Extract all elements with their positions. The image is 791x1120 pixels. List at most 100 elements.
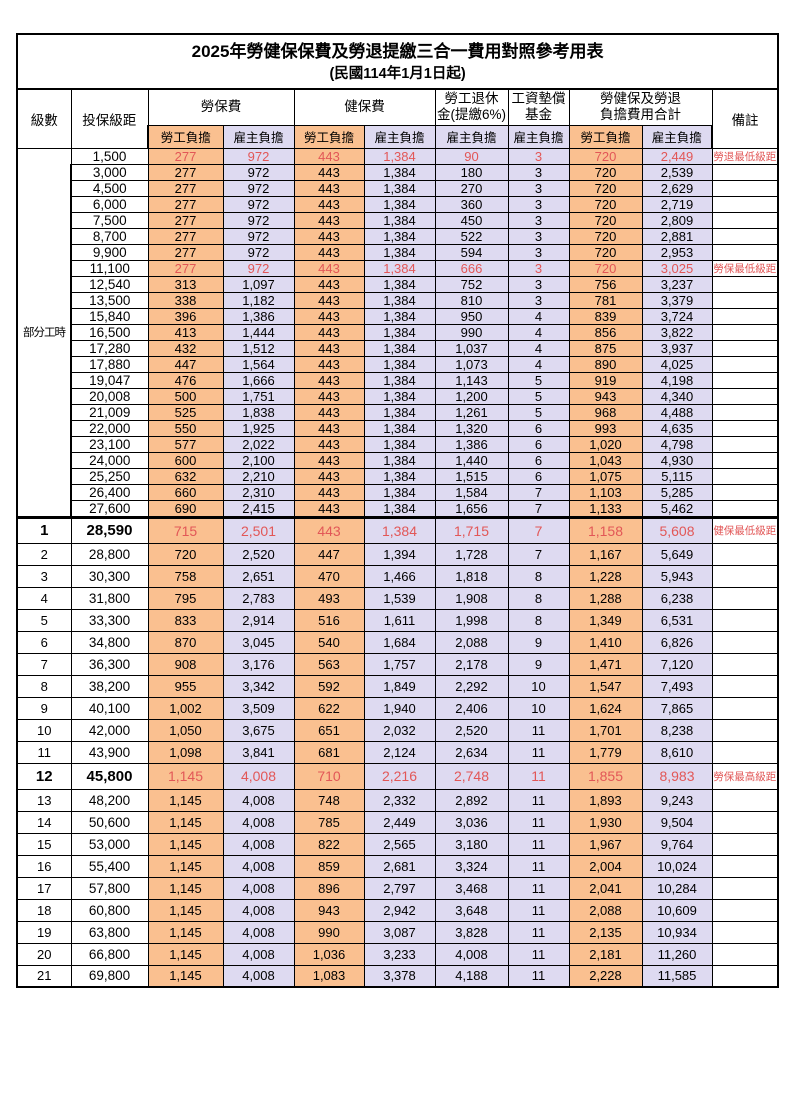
remark-cell (711, 307, 780, 325)
value-cell: 1,444 (222, 323, 295, 341)
value-cell: 1,386 (222, 307, 295, 325)
header-total-worker: 勞工負擔 (568, 124, 643, 149)
value-cell: 1,666 (222, 371, 295, 389)
value-cell: 9,504 (641, 810, 713, 834)
value-cell: 443 (293, 499, 365, 518)
value-cell: 5,608 (641, 515, 713, 544)
value-cell: 443 (293, 179, 365, 197)
value-cell: 1,145 (147, 876, 224, 900)
table-row: 23,100 577 2,022 443 1,384 1,386 6 1,020 4,798 (17, 435, 780, 453)
value-cell: 2,210 (222, 467, 295, 485)
table-row: 3 30,300 758 2,651 470 1,466 1,818 8 1,228 5,943 (16, 564, 780, 588)
value-cell: 11 (507, 832, 570, 856)
value-cell: 1,611 (363, 608, 436, 632)
bracket-cell: 13,500 (70, 291, 149, 309)
value-cell: 5 (507, 371, 570, 389)
table-row: 4,500 277 972 443 1,384 270 3 720 2,629 (17, 179, 780, 197)
value-cell: 1,167 (568, 542, 643, 566)
premium-reference-table: 2025年勞健保保費及勞退提繳三合一費用對照參考用表 (民國114年1月1日起)… (15, 33, 780, 988)
value-cell: 3,180 (434, 832, 509, 856)
value-cell: 396 (147, 307, 224, 325)
remark-cell (711, 419, 780, 437)
value-cell: 1,471 (568, 652, 643, 676)
bracket-cell: 48,200 (70, 788, 149, 812)
value-cell: 443 (293, 291, 365, 309)
value-cell: 516 (293, 608, 365, 632)
value-cell: 11,260 (641, 942, 713, 966)
table-row: 16 55,400 1,145 4,008 859 2,681 3,324 11 2,004 10… (16, 854, 780, 878)
value-cell: 1,320 (434, 419, 509, 437)
value-cell: 2,406 (434, 696, 509, 720)
table-row: 17,280 432 1,512 443 1,384 1,037 4 875 3,937 (17, 339, 780, 357)
value-cell: 1,930 (568, 810, 643, 834)
value-cell: 2,449 (363, 810, 436, 834)
value-cell: 11,585 (641, 964, 713, 988)
remark-cell (711, 608, 780, 632)
value-cell: 3 (507, 243, 570, 261)
value-cell: 11 (507, 964, 570, 988)
value-cell: 3,675 (222, 718, 295, 742)
table-row: 6,000 277 972 443 1,384 360 3 720 2,719 (17, 195, 780, 213)
value-cell: 890 (568, 355, 643, 373)
value-cell: 1,384 (363, 371, 436, 389)
value-cell: 10,934 (641, 920, 713, 944)
value-cell: 720 (568, 227, 643, 245)
value-cell: 1,182 (222, 291, 295, 309)
value-cell: 2,892 (434, 788, 509, 812)
page-title: 2025年勞健保保費及勞退提繳三合一費用對照參考用表 (191, 42, 604, 61)
remark-cell: 健保最低級距 (711, 515, 780, 544)
value-cell: 3 (507, 163, 570, 181)
bracket-cell: 26,400 (70, 483, 149, 501)
value-cell: 720 (568, 179, 643, 197)
value-cell: 1,020 (568, 435, 643, 453)
bracket-cell: 45,800 (70, 762, 149, 790)
value-cell: 6,531 (641, 608, 713, 632)
value-cell: 443 (293, 467, 365, 485)
table-body: 部分工時 1,500 277 972 443 1,384 90 3 720 2,449 勞退最低級距… (16, 147, 780, 988)
remark-cell (711, 696, 780, 720)
remark-cell (711, 630, 780, 654)
bracket-cell: 21,009 (70, 403, 149, 421)
table-row: 21 69,800 1,145 4,008 1,083 3,378 4,188 11 2,228… (16, 964, 780, 988)
remark-cell (711, 788, 780, 812)
value-cell: 338 (147, 291, 224, 309)
value-cell: 1,145 (147, 854, 224, 878)
level-cell: 20 (16, 942, 72, 966)
value-cell: 2,809 (641, 211, 713, 229)
value-cell: 1,036 (293, 942, 365, 966)
value-cell: 11 (507, 740, 570, 764)
value-cell: 859 (293, 854, 365, 878)
value-cell: 10,284 (641, 876, 713, 900)
remark-cell (711, 403, 780, 421)
value-cell: 2,292 (434, 674, 509, 698)
value-cell: 3 (507, 195, 570, 213)
value-cell: 7,865 (641, 696, 713, 720)
value-cell: 443 (293, 451, 365, 469)
table-row: 19,047 476 1,666 443 1,384 1,143 5 919 4,198 (17, 371, 780, 389)
value-cell: 5,115 (641, 467, 713, 485)
value-cell: 8 (507, 608, 570, 632)
value-cell: 720 (568, 147, 643, 165)
table-row: 9 40,100 1,002 3,509 622 1,940 2,406 10 1,624 7,8… (16, 696, 780, 720)
table-row: 15 53,000 1,145 4,008 822 2,565 3,180 11 1,967 9,… (16, 832, 780, 856)
value-cell: 1,384 (363, 419, 436, 437)
value-cell: 710 (293, 762, 365, 790)
value-cell: 720 (568, 163, 643, 181)
level-cell: 11 (16, 740, 72, 764)
remark-cell (711, 451, 780, 469)
value-cell: 972 (222, 195, 295, 213)
table-row: 18 60,800 1,145 4,008 943 2,942 3,648 11 2,088 10… (16, 898, 780, 922)
value-cell: 990 (434, 323, 509, 341)
value-cell: 443 (293, 211, 365, 229)
remark-cell (711, 291, 780, 309)
value-cell: 6,238 (641, 586, 713, 610)
value-cell: 11 (507, 788, 570, 812)
value-cell: 443 (293, 275, 365, 293)
value-cell: 3 (507, 291, 570, 309)
remark-cell (711, 964, 780, 988)
remark-cell (711, 942, 780, 966)
value-cell: 180 (434, 163, 509, 181)
value-cell: 4,008 (222, 964, 295, 988)
table-row: 17,880 447 1,564 443 1,384 1,073 4 890 4,025 (17, 355, 780, 373)
table-row: 22,000 550 1,925 443 1,384 1,320 6 993 4,635 (17, 419, 780, 437)
